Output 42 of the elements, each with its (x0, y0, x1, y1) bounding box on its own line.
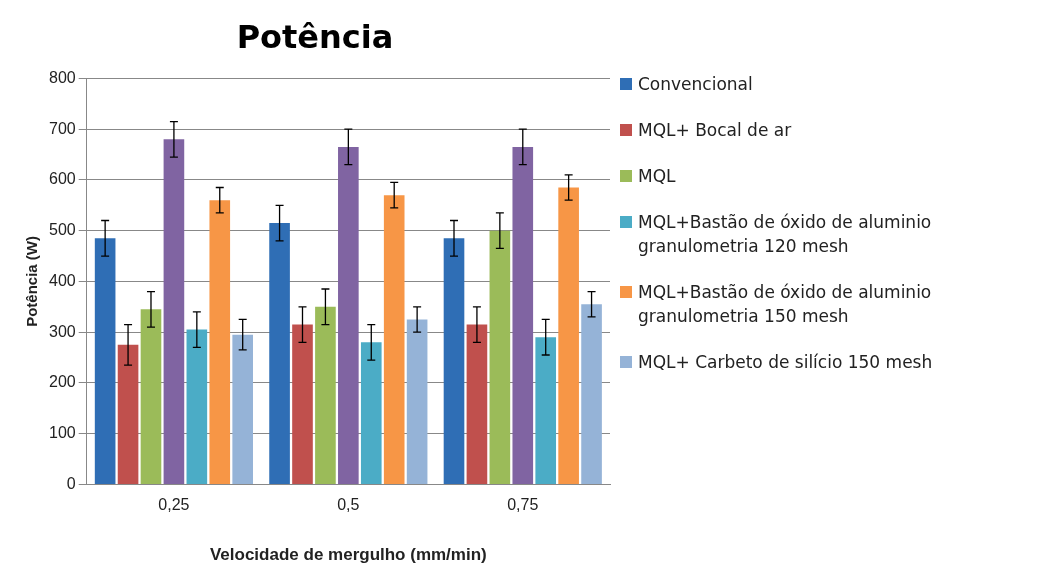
legend-label: Convencional (638, 73, 753, 96)
bar (466, 324, 488, 484)
bar (383, 195, 405, 484)
bar (512, 146, 534, 484)
legend-label: MQL+ Bocal de ar (638, 119, 792, 142)
bar (581, 304, 602, 484)
y-tick-label: 700 (48, 119, 76, 137)
y-tick-label: 100 (48, 424, 76, 442)
legend-label: MQL+Bastão de óxido de aluminio granulometria 120 mesh (638, 211, 933, 258)
x-axis-title: Velocidade de mergulho (mm/min) (209, 545, 487, 565)
bar (360, 342, 382, 484)
y-axis-title: Potência (W) (23, 235, 41, 327)
bar (232, 334, 254, 484)
bar (292, 324, 313, 484)
bar (406, 319, 428, 484)
bar (489, 230, 511, 484)
y-tick-label: 300 (48, 322, 76, 340)
bar (186, 329, 208, 484)
y-tick-label: 0 (66, 474, 76, 492)
x-tick-label: 0,75 (507, 496, 539, 514)
y-tick-label: 600 (48, 170, 76, 188)
y-tick-label: 200 (48, 373, 76, 391)
y-tick-label: 500 (48, 221, 76, 239)
bar (94, 238, 116, 484)
bar (558, 187, 579, 484)
bar (338, 146, 359, 484)
bar (535, 337, 557, 484)
legend-label: MQL+ Carbeto de silício 150 mesh (638, 351, 933, 374)
bar (163, 139, 185, 484)
chart-title: Potência (236, 17, 394, 56)
bar (269, 223, 290, 484)
legend-label: MQL+Bastão de óxido de aluminio granulometria 150 mesh (638, 281, 933, 328)
bar (117, 344, 139, 484)
bar (443, 238, 465, 484)
bar (315, 306, 336, 484)
bar (140, 309, 162, 484)
legend-label: MQL (638, 165, 676, 188)
bar (209, 200, 231, 484)
y-tick-label: 400 (48, 271, 76, 289)
x-tick-label: 0,25 (158, 496, 190, 514)
x-tick-label: 0,5 (337, 496, 360, 514)
y-tick-label: 800 (48, 68, 76, 86)
